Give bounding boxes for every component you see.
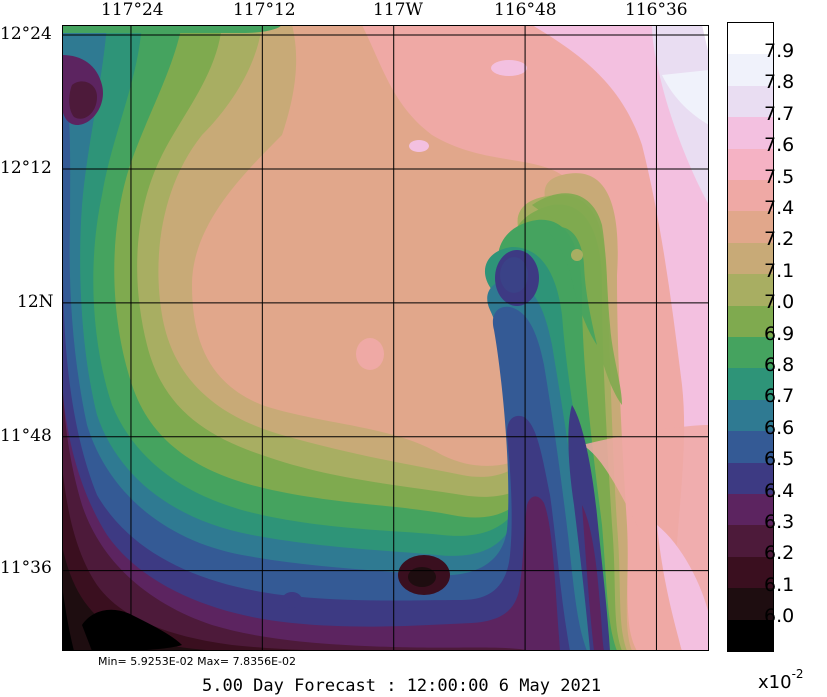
lat-tick-label: 12°24 <box>0 24 52 44</box>
lat-tick-label: 11°36 <box>0 558 52 578</box>
min-max-text: Min= 5.9253E-02 Max= 7.8356E-02 <box>98 655 296 668</box>
colorbar-tick-label: 6.8 <box>764 354 795 376</box>
colorbar-tick-label: 6.2 <box>764 542 795 565</box>
colorbar <box>727 22 774 652</box>
forecast-caption: 5.00 Day Forecast : 12:00:00 6 May 2021 <box>202 676 602 696</box>
colorbar-tick-label: 6.5 <box>764 448 795 471</box>
contour-field <box>62 25 709 651</box>
colorbar-swatch <box>728 431 773 464</box>
colorbar-tick-label: 6.6 <box>764 416 795 439</box>
colorbar-tick-label: 7.7 <box>764 102 795 125</box>
scale-exponent: -2 <box>791 667 804 681</box>
colorbar-swatch <box>728 399 773 432</box>
colorbar-tick-label: 6.9 <box>764 322 795 345</box>
lon-tick-label: 116°36 <box>625 0 688 20</box>
lat-tick-label: 11°48 <box>0 426 52 446</box>
colorbar-tick-label: 7.6 <box>764 134 795 157</box>
colorbar-tick-label: 7.5 <box>764 165 795 188</box>
colorbar-swatch <box>728 274 773 307</box>
colorbar-swatch <box>728 242 773 275</box>
colorbar-swatch <box>728 368 773 401</box>
colorbar-tick-label: 6.3 <box>764 511 795 533</box>
scale-base: x10 <box>758 672 792 693</box>
colorbar-tick-label: 6.1 <box>764 573 795 596</box>
lon-tick-label: 117°12 <box>233 0 296 20</box>
colorbar-swatch <box>728 117 773 150</box>
colorbar-swatch <box>728 525 773 558</box>
colorbar-swatch <box>728 23 773 55</box>
colorbar-swatch <box>728 180 773 212</box>
lat-tick-label: 12N <box>17 292 54 312</box>
colorbar-tick-label: 7.9 <box>764 40 795 62</box>
colorbar-tick-label: 6.7 <box>764 385 795 408</box>
colorbar-swatch <box>728 462 773 495</box>
colorbar-swatch <box>728 305 773 338</box>
colorbar-swatch <box>728 588 773 621</box>
colorbar-swatch <box>728 211 773 244</box>
lon-tick-label: 116°48 <box>494 0 557 20</box>
colorbar-swatch <box>728 494 773 526</box>
colorbar-tick-label: 7.1 <box>764 259 795 282</box>
colorbar-swatch <box>728 85 773 118</box>
colorbar-swatch <box>728 148 773 181</box>
lat-tick-label: 12°12 <box>0 158 52 178</box>
colorbar-tick-label: 6.0 <box>764 605 795 628</box>
colorbar-swatch <box>728 619 773 652</box>
colorbar-tick-label: 7.8 <box>764 71 795 94</box>
colorbar-swatch <box>728 54 773 87</box>
colorbar-tick-label: 7.4 <box>764 197 795 219</box>
colorbar-tick-label: 7.2 <box>764 228 795 251</box>
colorbar-swatch <box>728 556 773 589</box>
lon-tick-label: 117°24 <box>101 0 164 20</box>
lon-tick-label: 117W <box>373 0 423 20</box>
colorbar-tick-label: 7.0 <box>764 291 795 314</box>
colorbar-scale-label: x10-2 <box>758 667 804 693</box>
colorbar-tick-label: 6.4 <box>764 479 795 502</box>
colorbar-swatch <box>728 337 773 369</box>
forecast-map <box>62 25 709 651</box>
